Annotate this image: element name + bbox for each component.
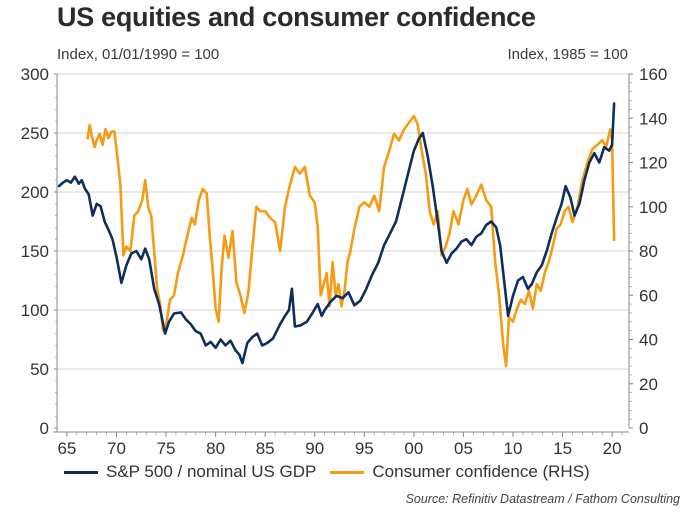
x-tick-label: 00 [404,439,423,458]
y-tick-label-right: 80 [639,242,658,261]
x-tick-label: 05 [454,439,473,458]
legend-label-confidence: Consumer confidence (RHS) [372,462,590,481]
x-tick-label: 95 [355,439,374,458]
x-tick-label: 80 [206,439,225,458]
y-tick-label-right: 60 [639,286,658,305]
x-tick-label: 15 [553,439,572,458]
chart-title: US equities and consumer confidence [57,2,536,32]
legend-item-sp500: S&P 500 / nominal US GDP [64,462,316,482]
y-tick-label-right: 0 [639,419,648,438]
y-tick-label-left: 250 [21,124,49,143]
left-axis-label: Index, 01/01/1990 = 100 [57,46,220,63]
y-tick-label-left: 0 [40,419,49,438]
axes: 0501001502002503000204060801001201401606… [21,65,668,458]
x-tick-label: 70 [107,439,126,458]
gridlines [57,73,629,370]
legend: S&P 500 / nominal US GDP Consumer confid… [64,462,604,482]
legend-label-sp500: S&P 500 / nominal US GDP [106,462,317,481]
y-tick-label-left: 100 [21,301,49,320]
y-tick-label-right: 160 [639,65,667,84]
series-lines [57,102,616,368]
right-axis-label: Index, 1985 = 100 [507,46,628,63]
x-tick-label: 65 [57,439,76,458]
x-tick-label: 90 [305,439,324,458]
y-tick-label-right: 120 [639,154,667,173]
x-tick-label: 75 [157,439,176,458]
x-tick-label: 20 [603,439,622,458]
legend-item-confidence: Consumer confidence (RHS) [330,462,590,482]
y-tick-label-left: 50 [30,360,49,379]
legend-swatch-sp500 [64,470,98,474]
y-tick-label-left: 200 [21,183,49,202]
legend-swatch-confidence [330,470,365,474]
series-line-confidence [86,114,616,368]
y-tick-label-left: 300 [21,65,49,84]
y-tick-label-right: 140 [639,109,667,128]
y-tick-label-right: 40 [639,331,658,350]
series-line-sp500 [57,102,616,365]
y-tick-label-right: 20 [639,375,658,394]
source-note: Source: Refinitiv Datastream / Fathom Co… [405,492,680,506]
x-tick-label: 10 [504,439,523,458]
y-tick-label-left: 150 [21,242,49,261]
y-tick-label-right: 100 [639,198,667,217]
x-tick-label: 85 [256,439,275,458]
